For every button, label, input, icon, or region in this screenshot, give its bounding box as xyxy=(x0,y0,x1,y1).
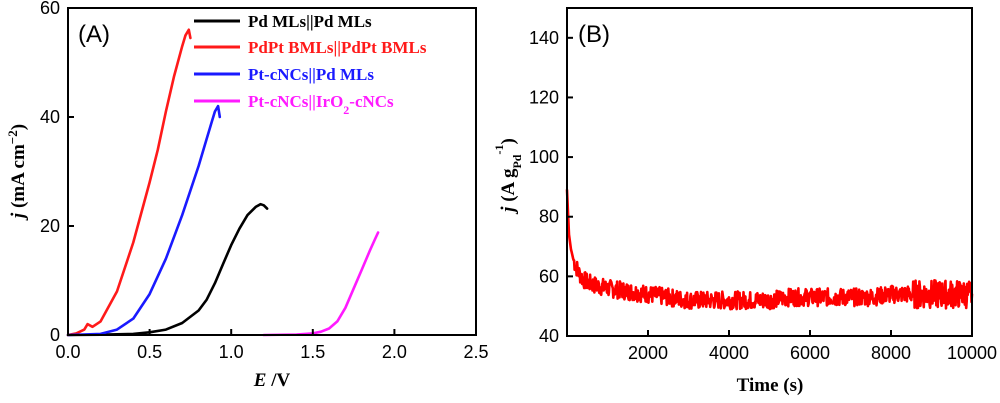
panel-a-x-tick-label: 2.0 xyxy=(382,342,407,362)
panel-b-x-axis-title: Time (s) xyxy=(737,375,804,396)
panel-a-series-layer xyxy=(66,28,380,337)
panel-a-series-line-1 xyxy=(66,28,192,337)
panel-b-y-axis-title: j (A gPd -1) xyxy=(492,138,524,215)
legend-entry-pd-mls: Pd MLs||Pd MLs xyxy=(194,12,372,31)
panel-a-series-line-0 xyxy=(66,202,269,337)
panel-b-y-tick-label: 100 xyxy=(529,147,559,167)
panel-a-y-axis-var: j xyxy=(8,212,29,221)
panel-b-x-tick-label: 10000 xyxy=(947,343,997,363)
panel-b-x-tick-label: 6000 xyxy=(790,343,830,363)
legend-label-pdpt-bmls: PdPt BMLs||PdPt BMLs xyxy=(248,38,427,57)
panel-a-x-tick-label: 2.5 xyxy=(463,342,488,362)
panel-b-ticks: 2000 4000 6000 8000 10000 40 60 80 100 120 140 xyxy=(529,28,997,363)
panel-b-plot-frame xyxy=(566,7,973,337)
panel-b-y-tick-label: 40 xyxy=(539,326,559,346)
legend-label-pt-cncs-iro2: Pt-cNCs||IrO2-cNCs xyxy=(248,92,394,117)
panel-a-x-tick-label: 1.0 xyxy=(219,342,244,362)
panel-b-y-tick-label: 140 xyxy=(529,28,559,48)
panel-a-x-axis-rest: /V xyxy=(266,370,290,391)
panel-a-series-line-2 xyxy=(66,104,222,337)
panel-b-y-tick-label: 80 xyxy=(539,207,559,227)
panel-b-y-axis-var: j xyxy=(498,206,519,215)
panel-a-y-axis-rest: (mA cm xyxy=(8,144,29,213)
panel-b-y-tick-label: 60 xyxy=(539,266,559,286)
panel-a-x-tick-label: 0.5 xyxy=(137,342,162,362)
legend-label-pt-cncs-pd-mls: Pt-cNCs||Pd MLs xyxy=(248,65,374,84)
panel-a: 0.0 0.5 1.0 1.5 2.0 2.5 0 20 40 60 (A) E /V j (mA… xyxy=(5,0,489,391)
panel-a-plot-frame xyxy=(67,7,477,336)
panel-a-ticks: 0.0 0.5 1.0 1.5 2.0 2.5 0 20 40 60 xyxy=(40,0,489,362)
panel-b-x-tick-label: 8000 xyxy=(871,343,911,363)
panel-a-y-tick-label: 20 xyxy=(40,216,60,236)
panel-a-series-line-3 xyxy=(262,231,380,337)
panel-a-y-tick-label: 40 xyxy=(40,107,60,127)
panel-a-x-tick-label: 1.5 xyxy=(300,342,325,362)
panel-a-y-axis-close: ) xyxy=(8,124,29,130)
legend-entry-pdpt-bmls: PdPt BMLs||PdPt BMLs xyxy=(194,38,427,57)
panel-a-y-tick-label: 60 xyxy=(40,0,60,18)
panel-a-legend: Pd MLs||Pd MLs PdPt BMLs||PdPt BMLs Pt-c… xyxy=(194,12,427,117)
panel-a-x-axis-title: E /V xyxy=(253,370,291,391)
panel-b-y-tick-label: 120 xyxy=(529,87,559,107)
legend-label-pd-mls: Pd MLs||Pd MLs xyxy=(248,12,372,31)
panel-a-x-tick-label: 0.0 xyxy=(55,342,80,362)
panel-a-y-tick-label: 0 xyxy=(50,325,60,345)
panel-a-x-axis-var: E xyxy=(253,370,267,391)
panel-b-y-axis-rest: (A g xyxy=(498,168,519,207)
panel-a-y-axis-title: j (mA cm−2) xyxy=(5,124,30,221)
legend-entry-pt-cncs-pd-mls: Pt-cNCs||Pd MLs xyxy=(194,65,374,84)
panel-b-series-layer xyxy=(565,188,974,311)
panel-b-series-line-0 xyxy=(565,188,974,311)
panel-b-y-axis-sub: Pd xyxy=(510,154,524,168)
panel-a-label: (A) xyxy=(78,21,110,48)
panel-a-y-axis-sup: −2 xyxy=(5,130,20,144)
panel-b-y-axis-sup: -1 xyxy=(492,145,506,155)
panel-b: 2000 4000 6000 8000 10000 40 60 80 100 120 140 (B)… xyxy=(492,7,997,396)
panel-b-x-tick-label: 4000 xyxy=(709,343,749,363)
legend-entry-pt-cncs-iro2: Pt-cNCs||IrO2-cNCs xyxy=(194,92,394,117)
panel-b-label: (B) xyxy=(578,21,610,48)
panel-b-y-axis-close: ) xyxy=(498,138,519,144)
panel-b-x-tick-label: 2000 xyxy=(628,343,668,363)
